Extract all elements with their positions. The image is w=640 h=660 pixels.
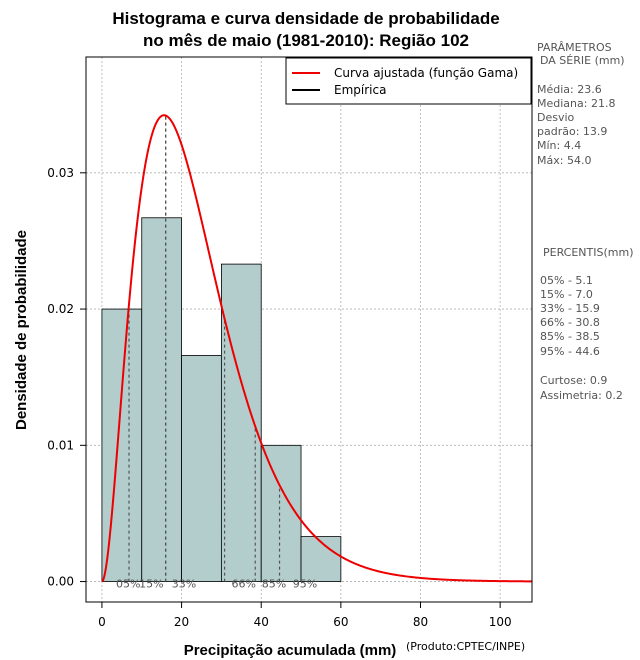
percentile-label-1: 15% <box>139 578 163 591</box>
params-title-2: DA SÉRIE (mm) <box>540 54 625 67</box>
chart-title-line-1: Histograma e curva densidade de probabil… <box>112 9 499 28</box>
y-axis: 0.00 0.01 0.02 0.03 <box>47 166 86 589</box>
legend-empirical-label: Empírica <box>334 83 386 97</box>
x-tick-label: 0 <box>98 615 106 629</box>
histogram-bar-3 <box>220 263 262 582</box>
params-title-1: PARÂMETROS <box>537 41 612 54</box>
x-axis-label: Precipitação acumulada (mm) <box>184 642 397 659</box>
x-axis: 0 20 40 60 80 100 <box>98 602 512 629</box>
param-median: Mediana: 21.8 <box>537 97 615 110</box>
stat-skewness: Assimetria: 0.2 <box>540 389 623 402</box>
chart-title-line-2: no mês de maio (1981-2010): Região 102 <box>143 31 469 50</box>
param-mean: Média: 23.6 <box>537 83 602 96</box>
percentile-label-5: 95% <box>293 578 317 591</box>
histogram-bar-1 <box>141 217 182 582</box>
gamma-fit-curve <box>101 114 533 583</box>
percentil-15: 15% - 7.0 <box>540 288 593 301</box>
percentile-label-2: 33% <box>172 578 196 591</box>
side-panel: PARÂMETROS DA SÉRIE (mm) Média: 23.6 Med… <box>537 41 634 402</box>
percentile-label-4: 85% <box>262 578 286 591</box>
x-tick-label: 80 <box>413 615 428 629</box>
y-tick-label: 0.00 <box>47 575 74 589</box>
legend-fit-label: Curva ajustada (função Gama) <box>334 66 518 80</box>
percentil-66: 66% - 30.8 <box>540 316 600 329</box>
stat-kurtosis: Curtose: 0.9 <box>540 374 607 387</box>
bar-layer <box>101 217 342 582</box>
histogram-bar-4 <box>260 444 302 582</box>
plot-frame <box>85 56 533 603</box>
percentil-95: 95% - 44.6 <box>540 345 600 358</box>
y-axis-label: Densidade de probabilidade <box>13 230 30 430</box>
percentile-marker-layer <box>128 115 281 582</box>
percentil-85: 85% - 38.5 <box>540 330 600 343</box>
percentis-title: PERCENTIS(mm) <box>543 246 634 259</box>
legend-box <box>285 57 532 105</box>
percentile-label-0: 05% <box>116 578 140 591</box>
param-min: Mín: 4.4 <box>537 139 581 152</box>
y-tick-label: 0.01 <box>47 438 74 452</box>
x-tick-label: 60 <box>333 615 348 629</box>
percentile-label-layer: 05%15% 33% 66% 85% 95% <box>116 578 317 591</box>
histogram-bar-2 <box>181 354 222 582</box>
y-tick-label: 0.02 <box>47 302 74 316</box>
x-tick-label: 40 <box>254 615 269 629</box>
histogram-bar-0 <box>101 308 143 582</box>
percentil-05: 05% - 5.1 <box>540 274 593 287</box>
curve-layer <box>101 114 533 583</box>
credit-text: (Produto:CPTEC/INPE) <box>406 640 525 653</box>
param-max: Máx: 54.0 <box>537 154 591 167</box>
percentile-label-3: 66% <box>231 578 255 591</box>
histogram-bar-5 <box>300 536 342 582</box>
param-std: padrão: 13.9 <box>537 125 607 138</box>
x-tick-label: 100 <box>489 615 512 629</box>
y-tick-label: 0.03 <box>47 166 74 180</box>
percentil-33: 33% - 15.9 <box>540 302 600 315</box>
legend: Curva ajustada (função Gama) Empírica <box>285 57 532 105</box>
x-tick-label: 20 <box>174 615 189 629</box>
param-std-label: Desvio <box>537 111 575 124</box>
